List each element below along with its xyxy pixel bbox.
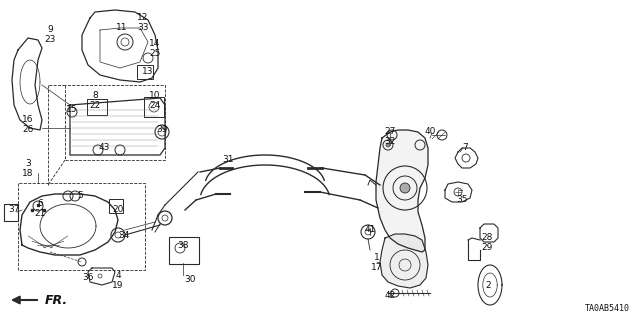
Text: 24: 24 (149, 100, 161, 109)
Text: 27: 27 (384, 128, 396, 137)
Text: 40: 40 (424, 128, 436, 137)
Text: 33: 33 (137, 24, 148, 33)
Text: 38: 38 (177, 241, 189, 249)
Circle shape (400, 183, 410, 193)
Text: 26: 26 (22, 125, 34, 135)
Text: 36: 36 (83, 272, 93, 281)
Text: FR.: FR. (45, 293, 68, 307)
Text: 32: 32 (384, 137, 396, 146)
Text: 10: 10 (149, 91, 161, 100)
Text: 35: 35 (456, 196, 468, 204)
Text: 14: 14 (149, 39, 161, 48)
Polygon shape (380, 234, 428, 288)
Text: 8: 8 (92, 91, 98, 100)
Text: 30: 30 (184, 276, 196, 285)
Text: 4: 4 (115, 271, 121, 279)
Text: 9: 9 (47, 26, 53, 34)
Text: 1: 1 (374, 254, 380, 263)
Circle shape (386, 143, 390, 147)
Text: 22: 22 (90, 100, 100, 109)
Text: 20: 20 (112, 205, 124, 214)
Text: 42: 42 (385, 292, 396, 300)
Text: 2: 2 (485, 280, 491, 290)
Text: 12: 12 (138, 13, 148, 23)
Text: 11: 11 (116, 24, 128, 33)
Text: 28: 28 (481, 234, 493, 242)
Text: 25: 25 (149, 48, 161, 57)
Text: 43: 43 (99, 144, 109, 152)
Text: 21: 21 (35, 210, 45, 219)
Text: 6: 6 (37, 199, 43, 209)
Text: 37: 37 (8, 205, 20, 214)
Text: 41: 41 (364, 226, 376, 234)
Text: 18: 18 (22, 168, 34, 177)
Text: 23: 23 (44, 35, 56, 44)
Text: 39: 39 (156, 125, 168, 135)
Text: TA0AB5410: TA0AB5410 (585, 304, 630, 313)
Text: 3: 3 (25, 159, 31, 167)
Text: 5: 5 (77, 191, 83, 201)
Text: 19: 19 (112, 280, 124, 290)
Text: 31: 31 (222, 155, 234, 165)
Text: 29: 29 (481, 243, 493, 253)
Text: 34: 34 (118, 231, 130, 240)
Text: 13: 13 (142, 68, 154, 77)
Text: 17: 17 (371, 263, 383, 272)
Text: 7: 7 (462, 144, 468, 152)
Polygon shape (376, 130, 428, 252)
Text: 16: 16 (22, 115, 34, 124)
Text: 15: 15 (67, 106, 77, 115)
